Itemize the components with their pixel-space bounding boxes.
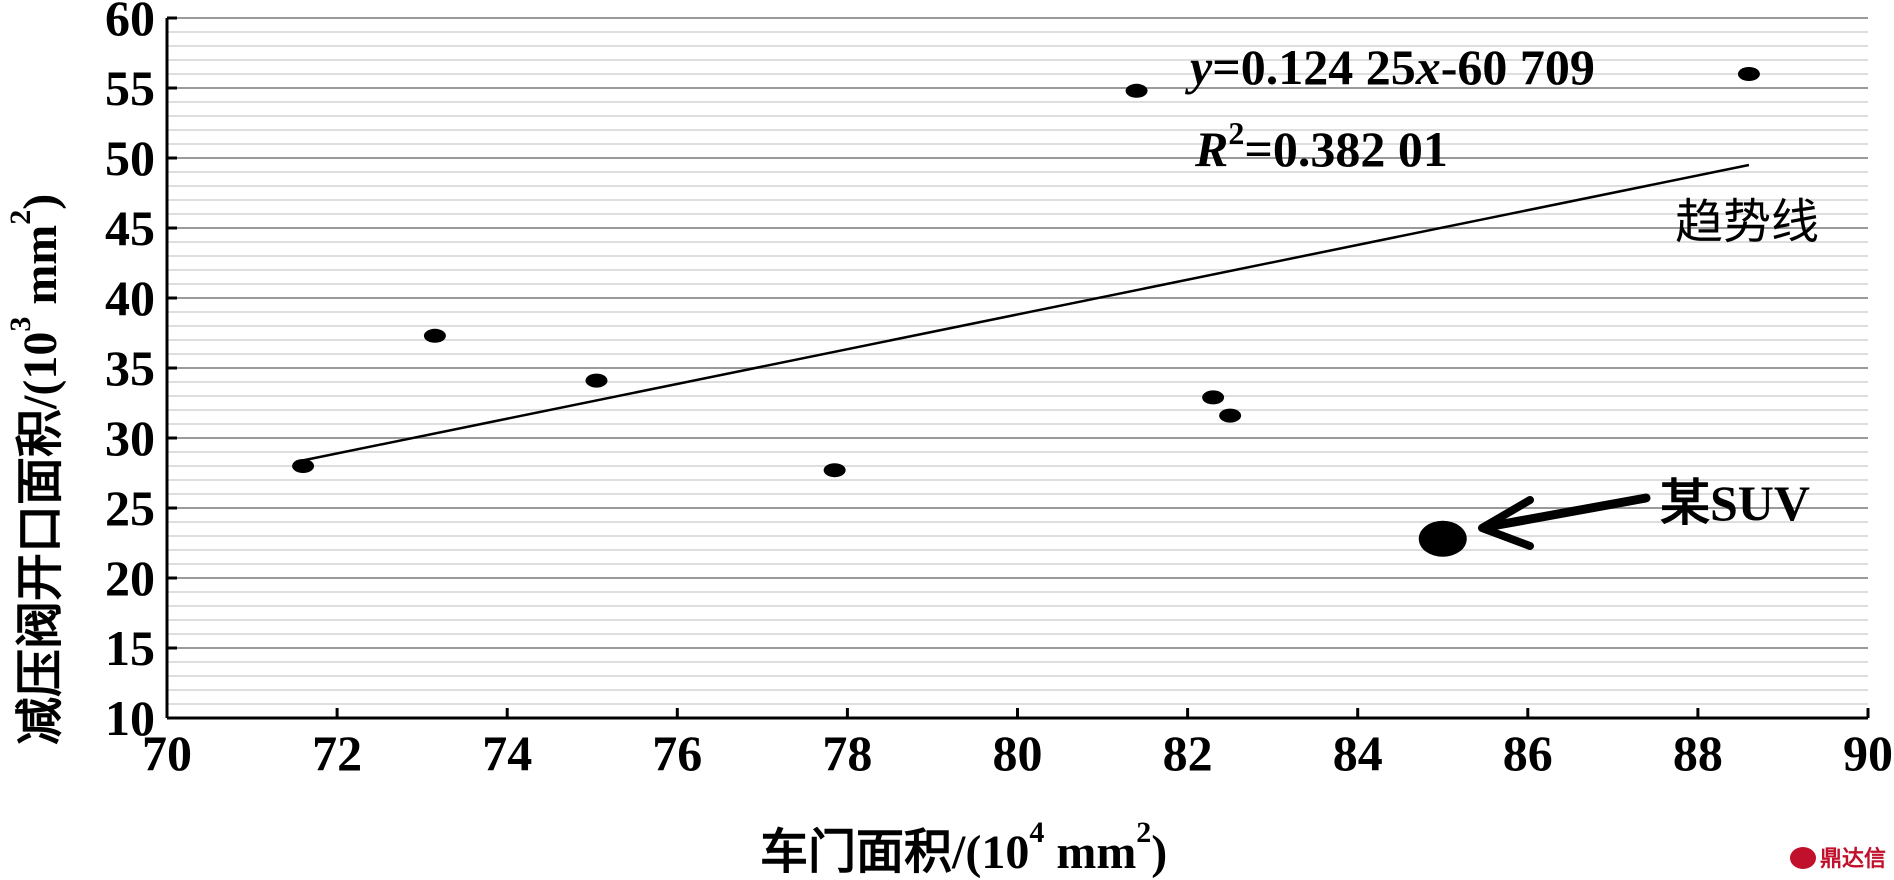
- r2-value: =0.382 01: [1244, 121, 1448, 177]
- data-point: [1219, 408, 1242, 423]
- trend-layer: [302, 163, 1750, 462]
- data-point: [823, 463, 846, 478]
- equation-tail: -60 709: [1441, 39, 1595, 95]
- y-tick-label: 30: [105, 410, 155, 466]
- watermark-logo-icon: [1790, 847, 1816, 869]
- x-tick-label: 70: [142, 725, 192, 781]
- x-axis-title-unit-exp: 2: [1136, 816, 1151, 849]
- trendline-equation: y=0.124 25x-60 709: [1185, 39, 1595, 95]
- y-axis-title-exp: 3: [4, 317, 37, 332]
- equation-y: y: [1185, 39, 1213, 95]
- equation-x: x: [1415, 39, 1441, 95]
- y-tick-label: 40: [105, 270, 155, 326]
- equation-coef: =0.124 25: [1212, 39, 1416, 95]
- data-point: [423, 328, 446, 343]
- y-tick-label: 20: [105, 550, 155, 606]
- watermark: 鼎达信: [1790, 846, 1886, 872]
- y-tick-label: 45: [105, 200, 155, 256]
- trendline-r2: R2=0.382 01: [1194, 115, 1448, 177]
- highlight-point: [1418, 520, 1467, 557]
- y-tick-label: 15: [105, 620, 155, 676]
- x-axis-title-close: ): [1151, 826, 1167, 879]
- watermark-text: 鼎达信: [1820, 846, 1886, 872]
- x-tick-label: 86: [1503, 725, 1553, 781]
- y-axis-title-unit: mm: [14, 225, 67, 317]
- trendline-label: 趋势线: [1675, 194, 1819, 250]
- data-point: [585, 373, 608, 388]
- y-tick-label: 55: [105, 60, 155, 116]
- x-tick-label: 74: [482, 725, 532, 781]
- x-tick-label: 76: [652, 725, 702, 781]
- tick-layer: 70 72 74 76 78 80 82 84 86 88 90 10 15 20 25 30 35 40 45 50…: [105, 0, 1893, 781]
- x-axis-title-unit: mm: [1044, 826, 1136, 879]
- grid-layer: [167, 17, 1868, 705]
- data-point: [1737, 67, 1760, 81]
- y-tick-label: 25: [105, 480, 155, 536]
- data-point: [1125, 83, 1148, 98]
- x-tick-label: 72: [312, 725, 362, 781]
- y-tick-label: 60: [105, 0, 155, 46]
- y-axis-title-unit-exp: 2: [4, 210, 37, 225]
- r2-exp: 2: [1228, 115, 1244, 151]
- x-axis-title: 车门面积/(104 mm2): [760, 816, 1167, 879]
- y-tick-label: 50: [105, 130, 155, 186]
- y-tick-label: 10: [105, 690, 155, 746]
- suv-arrow: [1478, 493, 1651, 550]
- x-tick-label: 84: [1333, 725, 1383, 781]
- trendline: [302, 163, 1750, 462]
- data-point: [1202, 390, 1225, 405]
- y-axis-title-close: ): [14, 194, 67, 210]
- x-axis-title-main: 车门面积/(10: [760, 826, 1029, 879]
- y-tick-label: 35: [105, 340, 155, 396]
- x-tick-label: 78: [822, 725, 872, 781]
- r2-R: R: [1194, 121, 1228, 177]
- x-tick-label: 80: [993, 725, 1043, 781]
- data-point: [292, 459, 315, 473]
- point-layer: [292, 67, 1760, 557]
- x-tick-label: 82: [1163, 725, 1213, 781]
- suv-label: 某SUV: [1660, 475, 1810, 531]
- y-axis-title-main: 减压阀开口面积/(10: [14, 332, 67, 745]
- x-axis-title-exp: 4: [1029, 816, 1044, 849]
- x-tick-label: 88: [1673, 725, 1723, 781]
- x-tick-label: 90: [1843, 725, 1893, 781]
- y-axis-title: 减压阀开口面积/(103 mm2): [4, 194, 67, 745]
